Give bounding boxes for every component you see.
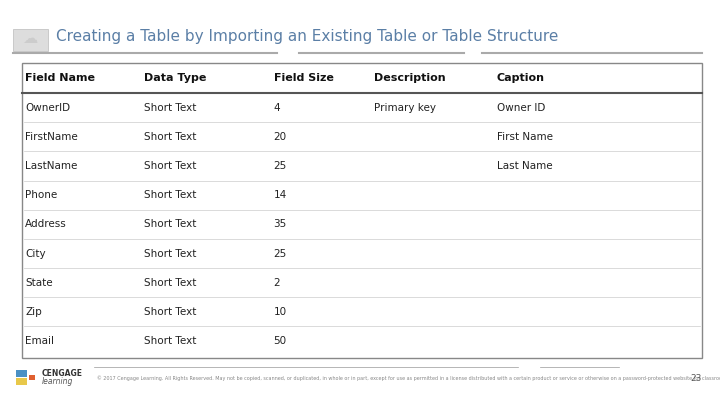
- Text: Description: Description: [374, 73, 446, 83]
- Text: 25: 25: [274, 249, 287, 258]
- Text: ☁: ☁: [22, 30, 38, 46]
- Text: Last Name: Last Name: [497, 161, 552, 171]
- Text: OwnerID: OwnerID: [25, 103, 71, 113]
- Text: Zip: Zip: [25, 307, 42, 317]
- Text: Field Name: Field Name: [25, 73, 95, 83]
- Text: 14: 14: [274, 190, 287, 200]
- Text: learning: learning: [42, 377, 73, 386]
- Text: Primary key: Primary key: [374, 103, 436, 113]
- Text: Data Type: Data Type: [144, 73, 207, 83]
- Text: LastName: LastName: [25, 161, 78, 171]
- Text: City: City: [25, 249, 46, 258]
- Text: Field Size: Field Size: [274, 73, 333, 83]
- Text: Caption: Caption: [497, 73, 545, 83]
- Text: First Name: First Name: [497, 132, 553, 142]
- Text: 20: 20: [274, 132, 287, 142]
- Text: 4: 4: [274, 103, 280, 113]
- Text: 10: 10: [274, 307, 287, 317]
- Text: Short Text: Short Text: [144, 103, 197, 113]
- Text: 25: 25: [274, 161, 287, 171]
- Text: Email: Email: [25, 336, 54, 346]
- Text: © 2017 Cengage Learning. All Rights Reserved. May not be copied, scanned, or dup: © 2017 Cengage Learning. All Rights Rese…: [97, 376, 720, 382]
- Text: Short Text: Short Text: [144, 161, 197, 171]
- Bar: [16, 378, 27, 385]
- Text: FirstName: FirstName: [25, 132, 78, 142]
- Text: Short Text: Short Text: [144, 190, 197, 200]
- Text: Owner ID: Owner ID: [497, 103, 545, 113]
- Text: Short Text: Short Text: [144, 249, 197, 258]
- Text: Short Text: Short Text: [144, 336, 197, 346]
- Text: Address: Address: [25, 220, 67, 229]
- Text: Phone: Phone: [25, 190, 58, 200]
- Text: Short Text: Short Text: [144, 307, 197, 317]
- Text: Short Text: Short Text: [144, 220, 197, 229]
- Text: 35: 35: [274, 220, 287, 229]
- Bar: [29, 375, 35, 380]
- Bar: [13, 29, 48, 51]
- Text: Short Text: Short Text: [144, 278, 197, 288]
- Text: Short Text: Short Text: [144, 132, 197, 142]
- Bar: [16, 370, 27, 377]
- Text: 23: 23: [690, 374, 702, 383]
- Text: State: State: [25, 278, 53, 288]
- Text: 2: 2: [274, 278, 280, 288]
- Text: 50: 50: [274, 336, 287, 346]
- Text: Creating a Table by Importing an Existing Table or Table Structure: Creating a Table by Importing an Existin…: [56, 29, 559, 44]
- Text: CENGAGE: CENGAGE: [42, 369, 83, 378]
